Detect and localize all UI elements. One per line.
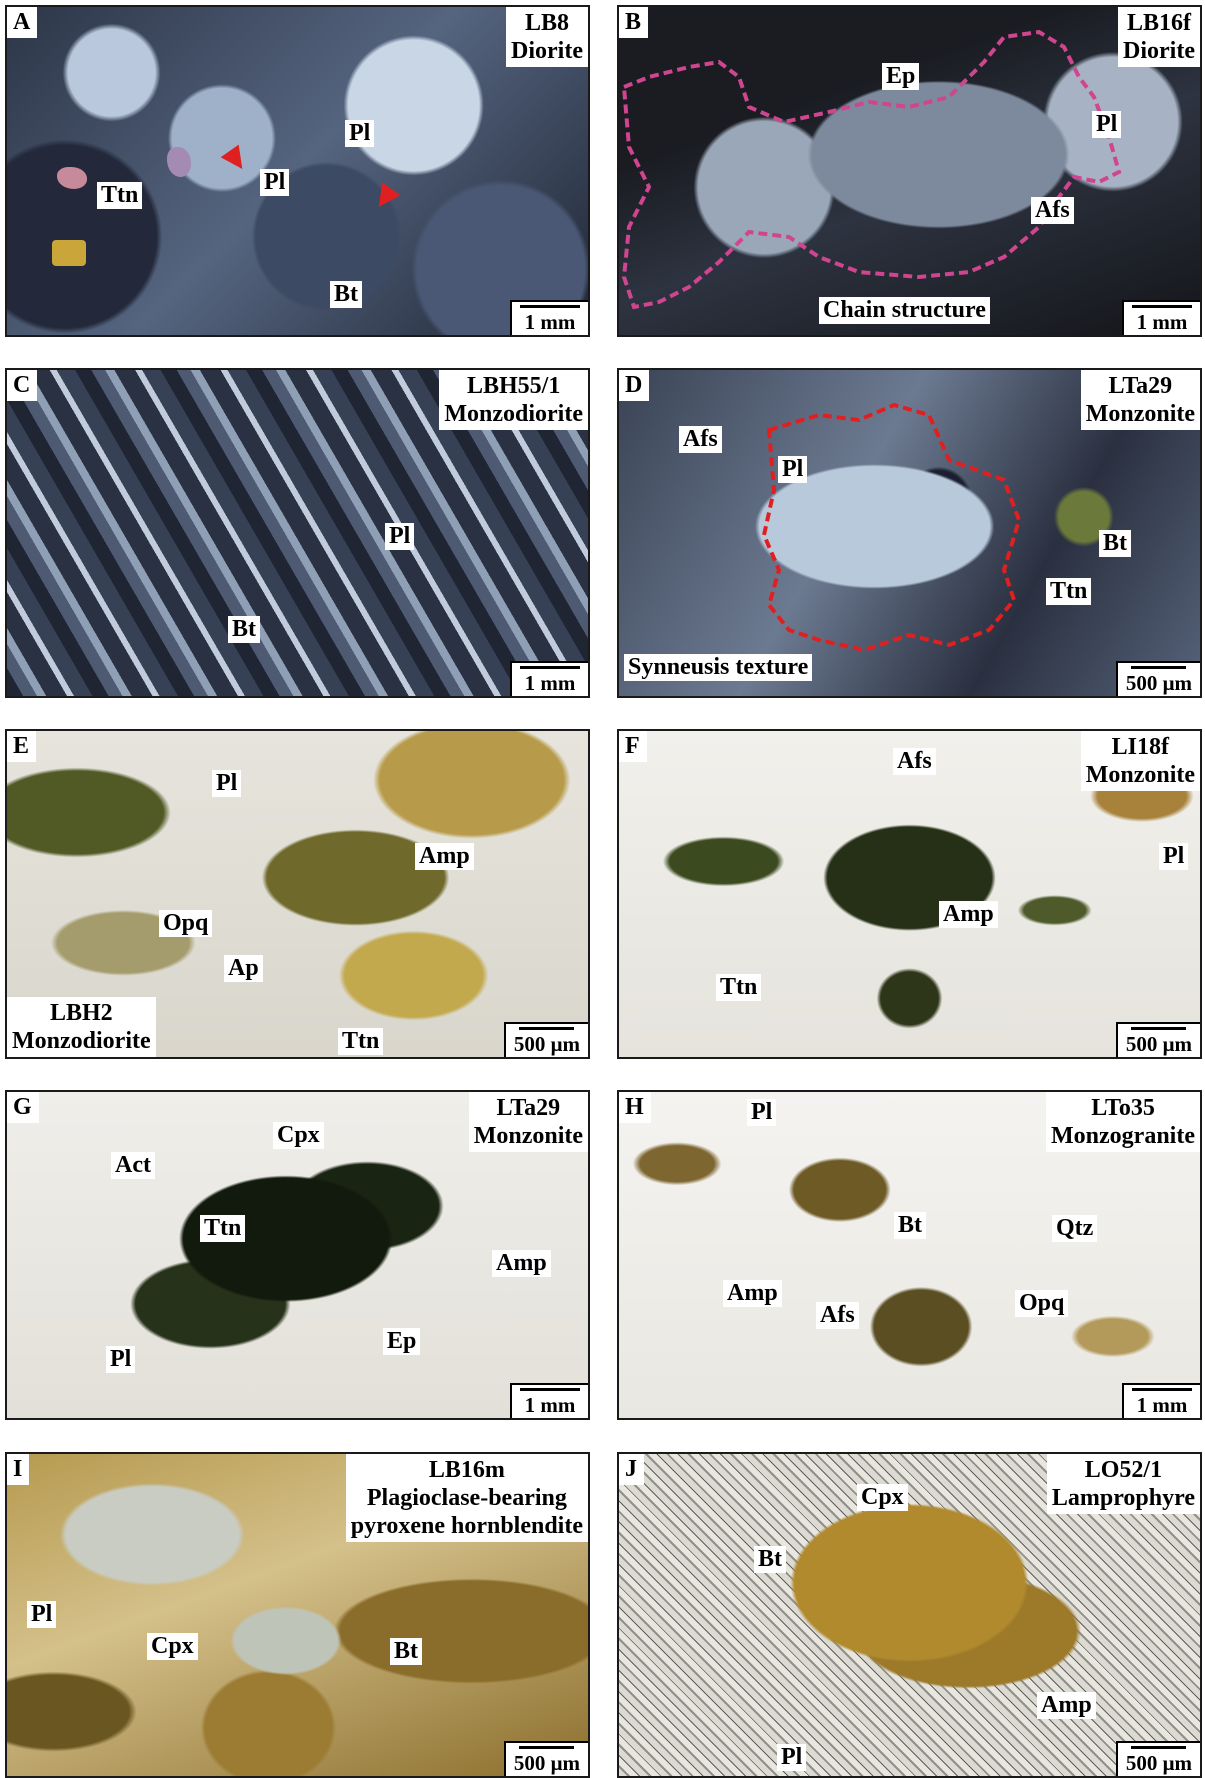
scale-bar: 500 μm: [1115, 1741, 1200, 1776]
panel-letter: J: [619, 1454, 644, 1485]
annotation-label: Chain structure: [819, 297, 990, 324]
panel-c: C LBH55/1 Monzodiorite Pl Bt 1 mm: [5, 368, 590, 698]
mineral-label: Pl: [1092, 111, 1122, 138]
scale-bar: 1 mm: [1122, 1383, 1200, 1418]
panel-letter: H: [619, 1092, 651, 1123]
mineral-label: Amp: [1037, 1692, 1096, 1719]
mineral-label: Pl: [345, 120, 375, 147]
panel-h: H LTo35 Monzogranite Pl Bt Qtz Amp Afs Op…: [617, 1090, 1202, 1420]
mineral-label: Pl: [778, 456, 808, 483]
scale-bar: 500 μm: [1115, 1022, 1200, 1057]
mineral-label: Bt: [754, 1546, 786, 1573]
panel-j: J LO52/1 Lamprophyre Cpx Bt Amp Pl 500 μm: [617, 1452, 1202, 1778]
mineral-label: Bt: [894, 1212, 926, 1239]
mineral-label: Ttn: [1046, 578, 1092, 605]
scale-bar: 1 mm: [510, 1383, 588, 1418]
scale-bar: 1 mm: [510, 661, 588, 696]
sample-label: LB16m Plagioclase-bearing pyroxene hornble…: [345, 1454, 588, 1542]
mineral-label: Ttn: [200, 1215, 246, 1242]
mineral-label: Bt: [1099, 530, 1131, 557]
mineral-label: Afs: [679, 426, 722, 453]
mineral-label: Qtz: [1052, 1215, 1098, 1242]
panel-letter: G: [7, 1092, 39, 1123]
mineral-label: Pl: [1159, 843, 1189, 870]
mineral-label: Opq: [159, 910, 213, 937]
mineral-label: Amp: [939, 901, 998, 928]
mineral-label: Opq: [1015, 1290, 1069, 1317]
mineral-label: Afs: [816, 1302, 859, 1329]
mineral-label: Bt: [330, 281, 362, 308]
mineral-label: Pl: [260, 169, 290, 196]
mineral-label: Pl: [212, 770, 242, 797]
mineral-label: Amp: [723, 1280, 782, 1307]
mineral-label: Act: [111, 1152, 155, 1179]
micrograph-xpl: [619, 7, 1200, 335]
mineral-label: Ep: [383, 1328, 421, 1355]
mineral-label: Cpx: [273, 1122, 324, 1149]
mineral-label: Amp: [415, 843, 474, 870]
scale-bar: 500 μm: [503, 1022, 588, 1057]
mineral-label: Ttn: [97, 182, 143, 209]
mineral-label: Bt: [390, 1638, 422, 1665]
titanite-grain: [167, 147, 191, 177]
panel-g: G LTa29 Monzonite Cpx Act Ttn Amp Ep Pl 1…: [5, 1090, 590, 1420]
mineral-label: Ttn: [338, 1028, 384, 1055]
titanite-grain: [57, 167, 87, 189]
panel-letter: C: [7, 370, 38, 401]
mineral-label: Pl: [106, 1346, 136, 1373]
mineral-label: Afs: [1031, 197, 1074, 224]
panel-letter: F: [619, 731, 647, 762]
scale-bar: 500 μm: [1115, 661, 1200, 696]
sample-label: LBH55/1 Monzodiorite: [439, 370, 588, 430]
annotation-label: Synneusis texture: [624, 654, 813, 681]
synneusis-outline: [761, 402, 1022, 653]
mineral-label: Pl: [777, 1744, 807, 1771]
mineral-label: Pl: [747, 1099, 777, 1126]
mineral-label: Bt: [228, 616, 260, 643]
scale-bar: 1 mm: [1122, 300, 1200, 335]
mineral-label: Amp: [492, 1250, 551, 1277]
panel-b: B LB16f Diorite Ep Pl Afs Chain structure…: [617, 5, 1202, 337]
panel-e: E LBH2 Monzodiorite Pl Amp Opq Ap Ttn 500…: [5, 729, 590, 1059]
panel-letter: B: [619, 7, 649, 38]
panel-i: I LB16m Plagioclase-bearing pyroxene hornb…: [5, 1452, 590, 1778]
panel-a: A LB8 Diorite Pl Pl Ttn Bt 1 mm: [5, 5, 590, 337]
mineral-label: Ttn: [716, 974, 762, 1001]
mineral-label: Cpx: [147, 1633, 198, 1660]
panel-letter: E: [7, 731, 37, 762]
mineral-label: Ep: [882, 63, 920, 90]
mineral-label: Afs: [893, 748, 936, 775]
mineral-label: Pl: [385, 523, 415, 550]
scale-bar: 500 μm: [503, 1741, 588, 1776]
panel-letter: A: [7, 7, 38, 38]
chain-outline: [621, 29, 1122, 310]
biotite-grain: [52, 240, 86, 266]
mineral-label: Cpx: [857, 1484, 908, 1511]
panel-d: D LTa29 Monzonite Afs Pl Bt Ttn Synneusis…: [617, 368, 1202, 698]
sample-label: LO52/1 Lamprophyre: [1046, 1454, 1200, 1514]
panel-f: F LI18f Monzonite Afs Pl Amp Ttn 500 μm: [617, 729, 1202, 1059]
sample-label: LB8 Diorite: [506, 7, 588, 67]
sample-label: LTo35 Monzogranite: [1046, 1092, 1200, 1152]
mineral-label: Pl: [27, 1601, 57, 1628]
scale-bar: 1 mm: [510, 300, 588, 335]
sample-label: LB16f Diorite: [1118, 7, 1200, 67]
mineral-label: Ap: [224, 955, 263, 982]
sample-label: LI18f Monzonite: [1080, 731, 1200, 791]
sample-label: LTa29 Monzonite: [468, 1092, 588, 1152]
micrograph-xpl: [7, 7, 588, 335]
sample-label: LBH2 Monzodiorite: [7, 997, 156, 1057]
sample-label: LTa29 Monzonite: [1080, 370, 1200, 430]
panel-letter: I: [7, 1454, 30, 1485]
panel-letter: D: [619, 370, 650, 401]
